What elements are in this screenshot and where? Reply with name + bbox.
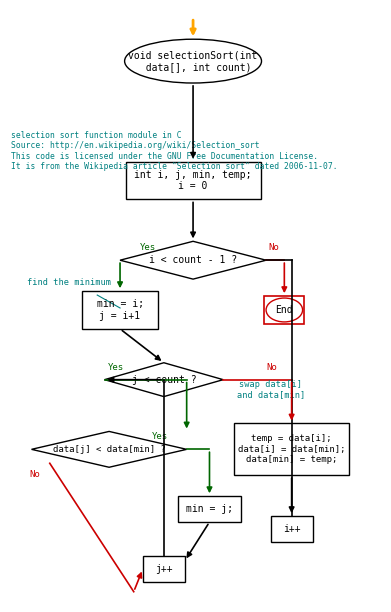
Bar [264, 296, 305, 324]
Text: i < count - 1 ?: i < count - 1 ? [149, 255, 237, 265]
Bar [234, 424, 349, 476]
Text: j++: j++ [155, 564, 173, 574]
Text: temp = data[i];
data[i] = data[min];
data[min] = temp;: temp = data[i]; data[i] = data[min]; dat… [238, 435, 345, 465]
Text: swap data[i]
and data[min]: swap data[i] and data[min] [237, 380, 305, 400]
Polygon shape [32, 431, 187, 468]
Text: End: End [276, 305, 293, 315]
Text: No: No [30, 470, 40, 479]
Text: j < count ?: j < count ? [131, 375, 196, 385]
Bar [271, 516, 313, 542]
Text: No: No [268, 243, 279, 252]
Polygon shape [104, 363, 223, 397]
Text: Yes: Yes [108, 363, 124, 371]
Text: selection sort function module in C
Source: http://en.wikipedia.org/wiki/Selecti: selection sort function module in C Sour… [11, 131, 337, 171]
Bar [82, 291, 158, 329]
Text: No: No [266, 363, 277, 371]
Text: data[j] < data[min] ?: data[j] < data[min] ? [53, 445, 165, 454]
Ellipse shape [125, 39, 262, 83]
Text: void selectionSort(int
  data[], int count): void selectionSort(int data[], int count… [128, 50, 258, 72]
Text: Yes: Yes [152, 433, 168, 441]
Text: i++: i++ [283, 524, 300, 534]
Text: min = i;
j = i+1: min = i; j = i+1 [97, 299, 143, 321]
Text: min = j;: min = j; [186, 504, 233, 514]
Bar [143, 556, 185, 582]
Text: Yes: Yes [140, 243, 156, 252]
Text: find the minimum: find the minimum [27, 278, 111, 287]
Bar [126, 162, 260, 200]
Bar [178, 496, 241, 522]
Text: int i, j, min, temp;
i = 0: int i, j, min, temp; i = 0 [135, 170, 252, 192]
Polygon shape [120, 241, 266, 279]
